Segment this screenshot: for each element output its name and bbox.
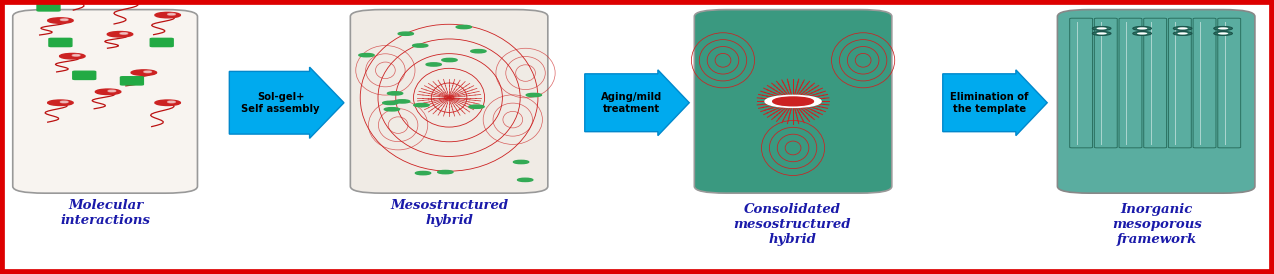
Circle shape (60, 19, 68, 21)
Circle shape (168, 101, 176, 103)
Circle shape (1177, 27, 1187, 30)
FancyBboxPatch shape (150, 38, 173, 47)
Circle shape (385, 108, 400, 111)
Circle shape (382, 101, 397, 105)
Circle shape (1173, 32, 1192, 35)
Circle shape (131, 70, 157, 75)
Circle shape (359, 53, 375, 57)
Circle shape (526, 93, 541, 97)
Circle shape (60, 101, 68, 103)
FancyBboxPatch shape (1070, 18, 1093, 148)
Circle shape (155, 12, 181, 18)
Circle shape (764, 95, 822, 107)
FancyBboxPatch shape (48, 38, 71, 47)
Circle shape (60, 53, 85, 59)
Circle shape (168, 13, 176, 15)
Circle shape (1097, 32, 1107, 35)
FancyBboxPatch shape (1119, 18, 1142, 148)
FancyBboxPatch shape (13, 10, 197, 193)
Circle shape (469, 105, 484, 108)
Text: Mesostructured
hybrid: Mesostructured hybrid (391, 199, 508, 227)
Text: Sol-gel+
Self assembly: Sol-gel+ Self assembly (241, 92, 320, 113)
Text: Elimination of
the template: Elimination of the template (950, 92, 1028, 113)
Circle shape (96, 89, 121, 95)
FancyBboxPatch shape (1094, 18, 1117, 148)
FancyBboxPatch shape (1168, 18, 1191, 148)
Text: Consolidated
mesostructured
hybrid: Consolidated mesostructured hybrid (734, 203, 851, 246)
Circle shape (108, 90, 116, 92)
Circle shape (387, 92, 403, 95)
Circle shape (413, 44, 428, 47)
Polygon shape (943, 70, 1047, 136)
Circle shape (1214, 26, 1232, 30)
Circle shape (517, 178, 533, 181)
Circle shape (1092, 32, 1111, 35)
Circle shape (155, 100, 181, 105)
Circle shape (1177, 32, 1187, 35)
Circle shape (414, 104, 429, 107)
Circle shape (1218, 27, 1228, 30)
Circle shape (442, 58, 457, 62)
Circle shape (399, 32, 414, 35)
Circle shape (438, 170, 454, 174)
Circle shape (1136, 32, 1148, 35)
Circle shape (1133, 32, 1152, 35)
Circle shape (120, 0, 145, 4)
Circle shape (120, 33, 127, 34)
Circle shape (471, 50, 487, 53)
Circle shape (1173, 26, 1192, 30)
FancyBboxPatch shape (350, 10, 548, 193)
FancyBboxPatch shape (1057, 10, 1255, 193)
Circle shape (1136, 27, 1148, 30)
Circle shape (426, 63, 441, 66)
FancyBboxPatch shape (694, 10, 892, 193)
Circle shape (395, 100, 410, 103)
Circle shape (1214, 32, 1232, 35)
FancyBboxPatch shape (73, 71, 96, 79)
Circle shape (513, 160, 529, 164)
FancyBboxPatch shape (1192, 18, 1215, 148)
FancyBboxPatch shape (37, 3, 60, 11)
FancyBboxPatch shape (1218, 18, 1241, 148)
Circle shape (1097, 27, 1107, 30)
Circle shape (415, 172, 431, 175)
FancyBboxPatch shape (1144, 18, 1167, 148)
FancyBboxPatch shape (121, 77, 144, 85)
Circle shape (73, 55, 80, 56)
Circle shape (456, 25, 471, 29)
Circle shape (132, 0, 140, 1)
Circle shape (107, 32, 132, 37)
Text: Aging/mild
treatment: Aging/mild treatment (601, 92, 662, 113)
Circle shape (144, 71, 152, 73)
Polygon shape (229, 67, 344, 138)
Polygon shape (585, 70, 689, 136)
Circle shape (772, 97, 814, 106)
Circle shape (1218, 32, 1228, 35)
Text: Inorganic
mesoporous
framework: Inorganic mesoporous framework (1112, 203, 1201, 246)
Circle shape (47, 18, 73, 23)
Circle shape (47, 100, 73, 105)
Circle shape (1133, 26, 1152, 30)
Text: Molecular
interactions: Molecular interactions (61, 199, 150, 227)
Circle shape (1092, 26, 1111, 30)
